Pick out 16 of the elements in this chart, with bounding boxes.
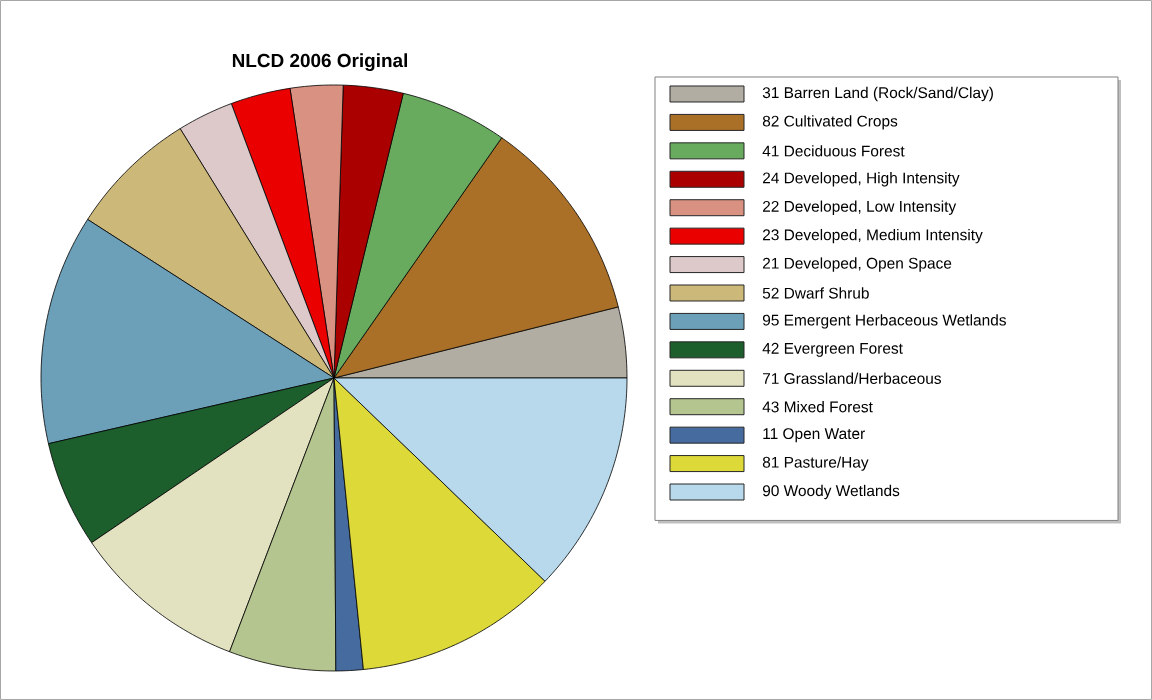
legend-label: 21 Developed, Open Space — [762, 257, 952, 272]
legend-label: 95 Emergent Herbaceous Wetlands — [762, 314, 1006, 329]
legend-label: 22 Developed, Low Intensity — [762, 200, 957, 215]
legend-label: 23 Developed, Medium Intensity — [762, 228, 983, 244]
legend-label: 81 Pasture/Hay — [762, 456, 869, 471]
legend-label: 82 Cultivated Crops — [762, 115, 898, 130]
legend-label: 11 Open Water — [763, 428, 865, 443]
legend-label: 52 Dwarf Shrub — [762, 287, 869, 299]
legend-label: 24 Developed, High Intensity — [762, 172, 960, 187]
legend-label: 41 Deciduous Forest — [762, 145, 905, 157]
legend-label: 90 Woody Wetlands — [762, 484, 900, 500]
legend-label: 71 Grassland/Herbaceous — [763, 372, 941, 384]
chart-title: NLCD 2006 Original — [232, 53, 408, 71]
legend-label: 43 Mixed Forest — [762, 401, 873, 413]
legend-label: 31 Barren Land (Rock/Sand/Clay) — [762, 86, 993, 102]
legend-label: 42 Evergreen Forest — [762, 342, 903, 357]
